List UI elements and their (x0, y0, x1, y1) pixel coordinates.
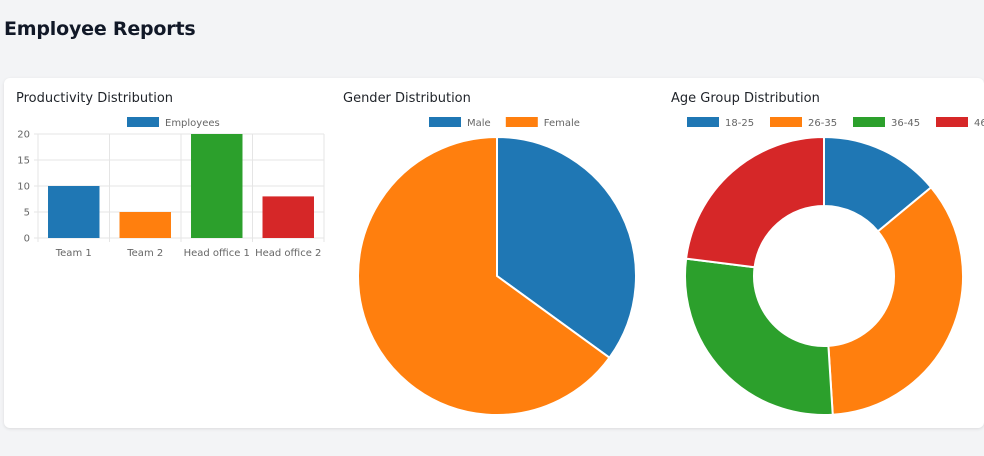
age-slice-26-35 (828, 187, 963, 414)
reports-card: Productivity Distribution Gender Distrib… (4, 78, 984, 428)
bar-head-office-1 (191, 134, 242, 238)
age-slice-36-45 (685, 259, 833, 415)
age-legend-swatch-36-45 (853, 117, 885, 127)
age-legend-swatch-26-35 (770, 117, 802, 127)
y-tick-label: 20 (17, 130, 30, 141)
gender-legend-label-female: Female (544, 118, 580, 129)
y-tick-label: 5 (24, 208, 30, 219)
legend-swatch-employees (127, 117, 159, 127)
gender-legend-swatch-male (429, 117, 461, 127)
x-tick-label: Head office 2 (255, 248, 321, 259)
charts-canvas: Employees 0 5 10 15 20 Team 1 Team 2 Head office… (4, 78, 984, 428)
page-title: Employee Reports (4, 18, 195, 40)
age-legend-swatch-46- (936, 117, 968, 127)
y-tick-label: 0 (24, 234, 30, 245)
bar-team-2 (120, 212, 171, 238)
age-legend-label-46-: 46+ (974, 118, 984, 129)
age-slice-46- (686, 137, 824, 267)
x-tick-label: Head office 1 (184, 248, 250, 259)
age-legend-label-18-25: 18-25 (725, 118, 754, 129)
legend-label-employees: Employees (165, 118, 220, 129)
y-tick-label: 10 (17, 182, 30, 193)
bar-head-office-2 (263, 196, 314, 238)
gender-legend-swatch-female (506, 117, 538, 127)
age-legend-label-26-35: 26-35 (808, 118, 837, 129)
bar-team-1 (48, 186, 99, 238)
x-tick-label: Team 1 (55, 248, 92, 259)
y-tick-label: 15 (17, 156, 30, 167)
gender-legend-label-male: Male (467, 118, 491, 129)
age-legend-swatch-18-25 (687, 117, 719, 127)
x-tick-label: Team 2 (126, 248, 163, 259)
age-legend-label-36-45: 36-45 (891, 118, 920, 129)
